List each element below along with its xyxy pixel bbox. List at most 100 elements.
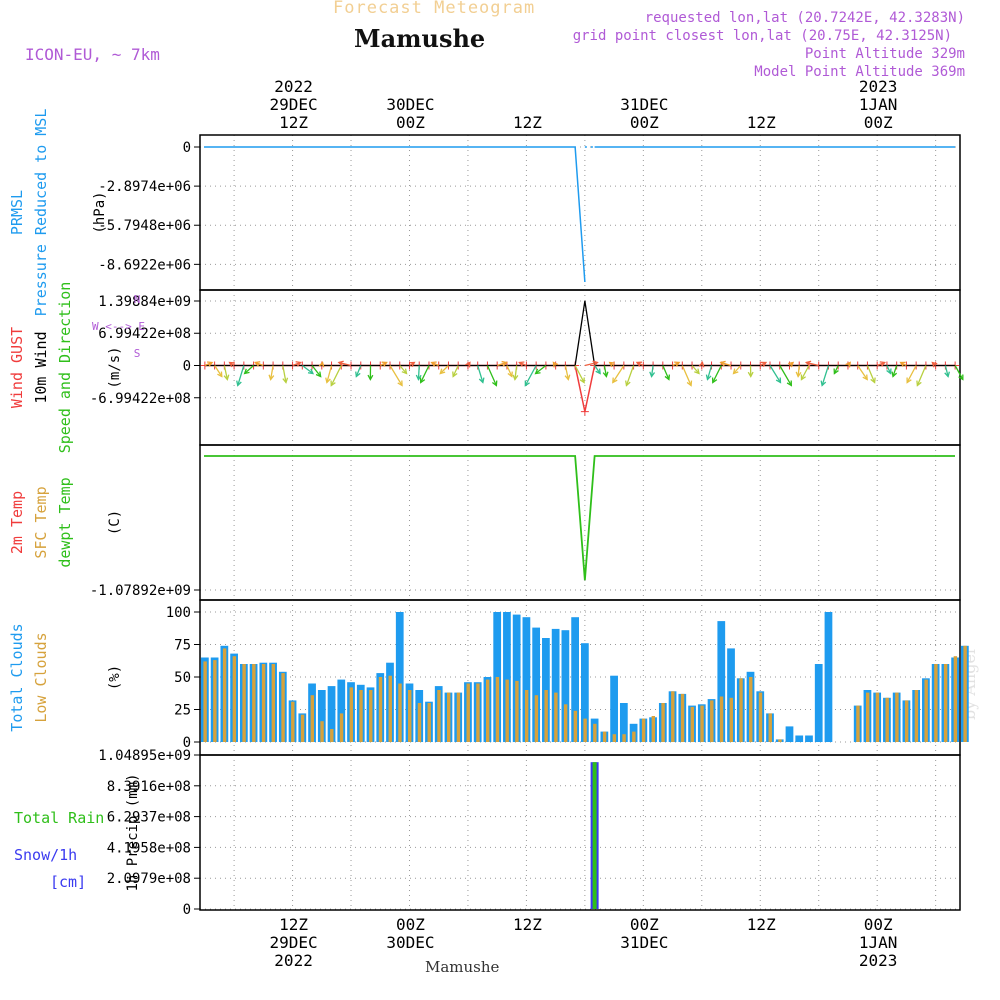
wind-arrow: [338, 361, 352, 367]
wind-arrowhead: [891, 371, 898, 378]
wind-arrowhead: [518, 361, 525, 367]
product-title: Forecast Meteogram: [333, 0, 536, 18]
time-label-bottom: 12Z: [747, 915, 776, 934]
ytick-label-pressure: -8.6922e+06: [98, 257, 191, 273]
wind-arrow: [662, 365, 670, 380]
cloud-low-bar: [222, 648, 227, 742]
wind-arrowhead: [552, 361, 559, 368]
ytick-label-precip: 8.3916e+08: [107, 779, 191, 795]
wind-line: [204, 300, 956, 367]
cloud-low-bar: [437, 690, 441, 742]
cloud-low-bar: [408, 690, 412, 742]
wind-arrow: [706, 365, 713, 380]
wind-arrowhead: [367, 374, 374, 381]
wind-arrowhead: [788, 361, 795, 368]
model-altitude: Model Point Altitude 369m: [754, 64, 965, 80]
cloud-low-bar: [593, 723, 597, 742]
cloud-low-bar: [963, 645, 967, 742]
wind-arrowhead: [228, 361, 235, 368]
cloud-low-bar: [661, 703, 665, 742]
wind-arrowhead: [415, 374, 422, 381]
wind-arrow: [954, 365, 964, 380]
wind-arrowhead: [579, 377, 585, 384]
cloud-total-bar: [395, 612, 404, 742]
cloud-low-bar: [330, 729, 334, 742]
cloud-low-bar: [573, 710, 578, 742]
wind-arrowhead: [732, 368, 739, 375]
wind-arrow: [886, 365, 892, 374]
cloud-low-bar: [485, 679, 490, 742]
wind-arrow: [944, 365, 949, 377]
cloud-low-bar: [700, 705, 704, 742]
wind-arrow: [681, 365, 692, 386]
wind-arrow: [650, 365, 654, 377]
wind-arrowhead: [524, 380, 530, 387]
wind-arrow: [237, 365, 245, 386]
wind-arrowhead: [686, 380, 693, 387]
ytick-label-precip: 2.0979e+08: [107, 871, 191, 887]
wind-arrowhead: [635, 361, 642, 367]
wind-arrowhead: [833, 368, 839, 375]
cloud-low-bar: [388, 675, 392, 742]
wind-arrowhead: [800, 374, 807, 381]
unit-label-precip: 1h Precip (mm): [125, 773, 141, 891]
wind-arrowhead: [452, 371, 458, 378]
cloud-low-bar: [369, 690, 373, 742]
wind-arrowhead: [820, 380, 827, 387]
cloud-total-bar: [512, 614, 521, 742]
panel-label-pressure-1: Pressure Reduced to MSL: [32, 109, 50, 317]
cloud-low-bar: [534, 695, 539, 742]
wind-arrowhead: [478, 377, 485, 384]
wind-arrow: [574, 365, 585, 383]
wind-arrowhead: [886, 368, 892, 375]
panel-label-clouds-0: Total Clouds: [8, 623, 26, 731]
time-label-top: 12Z: [513, 113, 542, 132]
time-label-top: 31DEC: [620, 95, 668, 114]
cloud-low-bar: [242, 664, 246, 742]
wind-arrow: [821, 365, 830, 386]
wind-arrowhead: [243, 368, 250, 375]
cloud-total-bar: [327, 686, 336, 742]
wind-arrowhead: [786, 380, 793, 387]
cloud-low-bar: [904, 700, 909, 742]
cloud-low-bar: [602, 731, 607, 742]
wind-arrowhead: [236, 380, 242, 387]
cloud-total-bar: [503, 612, 511, 742]
ytick-label-pressure: 0: [183, 140, 191, 156]
time-label-bottom: 00Z: [630, 915, 659, 934]
cloud-low-bar: [515, 680, 519, 742]
wind-arrowhead: [775, 377, 782, 384]
cloud-low-bar: [632, 731, 636, 742]
wind-arrowhead: [795, 371, 802, 378]
cloud-low-bar: [914, 690, 919, 742]
wind-arrow: [720, 361, 732, 367]
wind-arrowhead: [944, 371, 950, 378]
wind-arrow: [399, 365, 408, 374]
ytick-label-precip: 4.1958e+08: [107, 840, 191, 856]
cloud-low-bar: [252, 664, 256, 742]
wind-arrowhead: [694, 368, 700, 375]
cloud-low-bar: [398, 683, 402, 742]
wind-arrowhead: [330, 380, 336, 387]
wind-arrow: [477, 365, 484, 383]
wind-arrow: [769, 365, 782, 383]
pressure-line: [204, 146, 586, 283]
wind-arrowhead: [608, 361, 615, 368]
cloud-low-bar: [895, 692, 899, 742]
wind-arrow: [244, 365, 255, 374]
cloud-total-bar: [561, 630, 570, 742]
wind-arrowhead: [325, 377, 331, 384]
wind-arrowhead: [804, 360, 812, 367]
cloud-low-bar: [456, 692, 461, 742]
cloud-low-bar: [261, 664, 266, 742]
wind-arrowhead: [381, 361, 388, 367]
wind-arrow: [439, 365, 449, 374]
wind-arrowhead: [254, 361, 261, 367]
cloud-low-bar: [271, 664, 276, 742]
wind-arrowhead: [295, 361, 302, 367]
panel-label-clouds-1: Low Clouds: [32, 632, 50, 722]
wind-arrowhead: [501, 360, 508, 367]
wind-arrow: [420, 365, 430, 383]
wind-arrow: [452, 365, 459, 377]
unit-label-wind: (m/s): [107, 346, 123, 388]
